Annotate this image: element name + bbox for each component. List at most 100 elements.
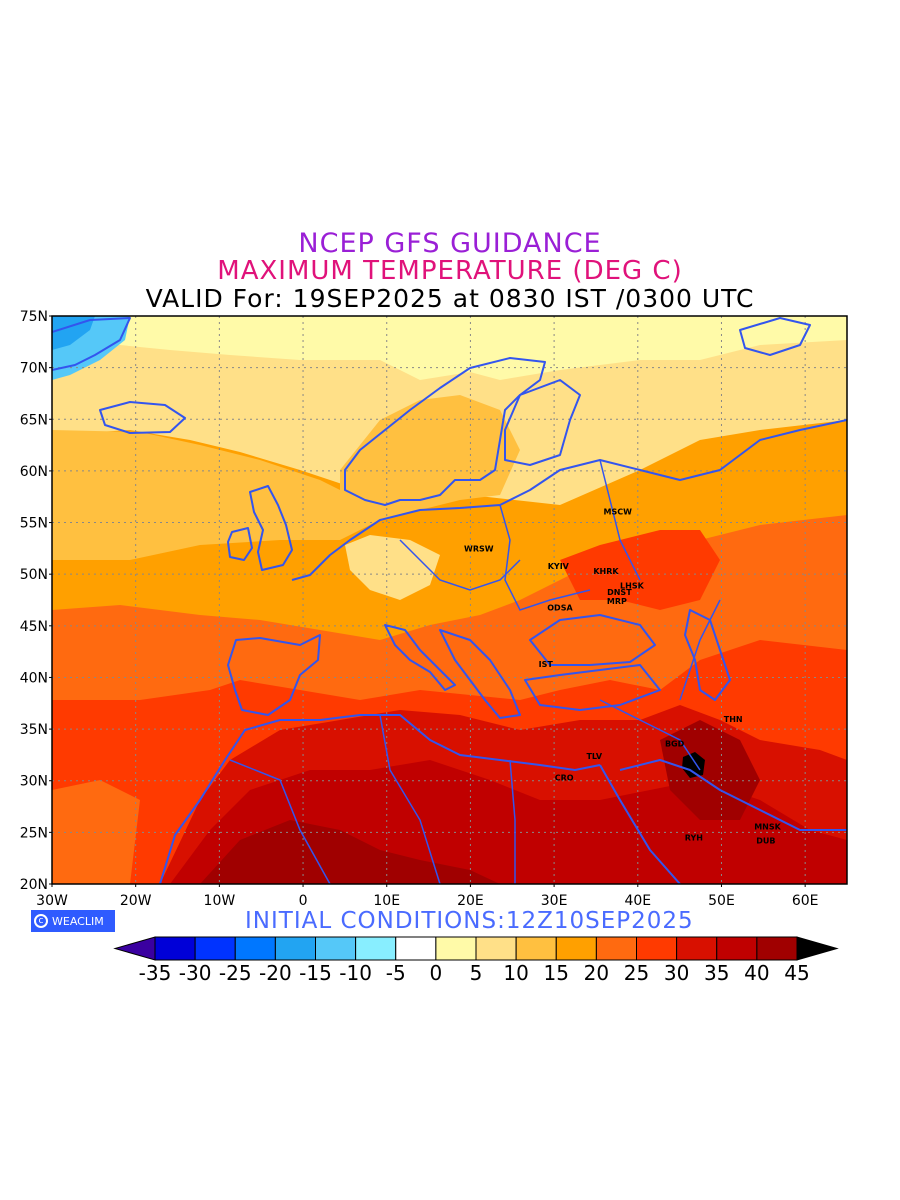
coast-arabia bbox=[619, 759, 847, 831]
station-ist: IST bbox=[539, 660, 554, 669]
badge-label: WEACLIM bbox=[52, 914, 104, 928]
coast-iceland bbox=[99, 401, 186, 434]
colorbar-box-13 bbox=[676, 936, 718, 961]
lat-label-7: 40N bbox=[20, 670, 48, 686]
colorbar-label-12: 25 bbox=[624, 961, 649, 985]
lat-label-8: 35N bbox=[20, 722, 48, 738]
colorbar-label-3: -20 bbox=[259, 961, 292, 985]
colorbar-box-15 bbox=[756, 936, 798, 961]
station-thn: THN bbox=[724, 715, 743, 724]
lon-label-6: 30E bbox=[541, 893, 568, 909]
station-cro: CRO bbox=[555, 774, 574, 783]
colorbar-box-1 bbox=[194, 936, 236, 961]
border-7 bbox=[599, 699, 701, 771]
map-frame bbox=[51, 315, 848, 885]
colorbar-label-2: -25 bbox=[219, 961, 252, 985]
coast-svalbard-norway bbox=[739, 317, 811, 356]
lat-label-4: 55N bbox=[20, 516, 48, 532]
lon-label-2: 10W bbox=[204, 893, 236, 909]
colorbar-label-15: 40 bbox=[744, 961, 769, 985]
station-odsa: ODSA bbox=[547, 603, 573, 612]
field-colder-greenland bbox=[52, 316, 95, 350]
lon-label-8: 50E bbox=[708, 893, 735, 909]
coastlines bbox=[52, 317, 847, 884]
station-wrsw: WRSW bbox=[464, 544, 494, 553]
colorbar-box-2 bbox=[234, 936, 276, 961]
lat-label-11: 20N bbox=[20, 877, 48, 893]
station-tlv: TLV bbox=[586, 752, 602, 761]
field-iraq-hot bbox=[660, 720, 760, 820]
colorbar-box-10 bbox=[555, 936, 597, 961]
colorbar-box-7 bbox=[435, 936, 477, 961]
coast-balkans bbox=[439, 629, 521, 719]
field-red-east bbox=[560, 530, 720, 610]
lon-label-9: 60E bbox=[792, 893, 819, 909]
lon-label-3: 0 bbox=[299, 893, 308, 909]
colorbar-box-0 bbox=[154, 936, 196, 961]
colorbar-arrow-high bbox=[796, 936, 839, 961]
station-dnst: DNST bbox=[607, 588, 632, 597]
title-line-2: MAXIMUM TEMPERATURE (DEG C) bbox=[217, 256, 683, 286]
lon-label-1: 20W bbox=[120, 893, 152, 909]
colorbar-label-16: 45 bbox=[784, 961, 809, 985]
coast-blacksea bbox=[529, 614, 656, 666]
border-1 bbox=[399, 539, 521, 591]
longitude-labels: 30W 20W 10W 0 10E 20E 30E 40E 50E 60E bbox=[36, 884, 818, 909]
lat-label-5: 50N bbox=[20, 567, 48, 583]
coast-greenland bbox=[52, 317, 131, 371]
coast-redsea bbox=[599, 764, 681, 884]
latitude-labels: 75N 70N 65N 60N 55N 50N 45N 40N 35N 30N 25N 20N bbox=[20, 309, 52, 893]
station-lhsk: LHSK bbox=[620, 582, 645, 591]
lat-label-0: 75N bbox=[20, 309, 48, 325]
colorbar-label-10: 15 bbox=[544, 961, 569, 985]
colorbar-box-5 bbox=[355, 936, 397, 961]
title-line-3: VALID For: 19SEP2025 at 0830 IST /0300 U… bbox=[145, 284, 755, 313]
colorbar-label-11: 20 bbox=[584, 961, 609, 985]
grid-lines bbox=[52, 316, 847, 884]
colorbar-box-6 bbox=[395, 936, 437, 961]
lon-label-7: 40E bbox=[624, 893, 651, 909]
station-mscw: MSCW bbox=[603, 507, 632, 516]
coast-finland bbox=[504, 379, 581, 466]
border-8 bbox=[679, 599, 721, 701]
station-mrp: MRP bbox=[607, 597, 627, 606]
coast-anatolia bbox=[524, 664, 661, 711]
colorbar-label-1: -30 bbox=[179, 961, 212, 985]
field-iraq-black bbox=[682, 752, 705, 778]
station-khrk: KHRK bbox=[593, 567, 619, 576]
border-5 bbox=[379, 714, 441, 884]
coast-caspian bbox=[684, 609, 731, 701]
colorbar-box-14 bbox=[716, 936, 758, 961]
country-borders bbox=[229, 459, 721, 884]
coast-scandinavia bbox=[344, 357, 546, 506]
colorbar-box-3 bbox=[274, 936, 316, 961]
coast-mainland bbox=[291, 419, 847, 581]
initial-conditions: INITIAL CONDITIONS:12Z10SEP2025 bbox=[245, 908, 694, 934]
coast-britain bbox=[249, 485, 293, 571]
station-ryh: RYH bbox=[685, 834, 703, 843]
field-maroon bbox=[200, 820, 500, 884]
copyright-icon: c bbox=[34, 914, 48, 928]
field-midlat-band bbox=[52, 430, 380, 560]
border-3 bbox=[599, 459, 641, 581]
station-dub: DUB bbox=[756, 837, 775, 846]
lon-label-5: 20E bbox=[457, 893, 484, 909]
colorbar-label-7: 0 bbox=[430, 961, 443, 985]
coast-italy bbox=[384, 624, 456, 691]
field-lightest-north bbox=[52, 316, 847, 380]
lat-label-6: 45N bbox=[20, 619, 48, 635]
color-bar bbox=[113, 936, 839, 961]
station-mnsk: MNSK bbox=[754, 822, 781, 831]
colorbar-label-5: -10 bbox=[339, 961, 372, 985]
lat-label-2: 65N bbox=[20, 412, 48, 428]
colorbar-label-8: 5 bbox=[470, 961, 483, 985]
colorbar-box-11 bbox=[595, 936, 637, 961]
colorbar-label-0: -35 bbox=[139, 961, 172, 985]
coast-northafrica bbox=[159, 714, 601, 884]
border-4 bbox=[229, 759, 331, 884]
colorbar-box-8 bbox=[475, 936, 517, 961]
weaclim-badge: c WEACLIM bbox=[31, 910, 115, 932]
border-6 bbox=[509, 759, 516, 884]
field-scandi-warm bbox=[340, 395, 520, 520]
